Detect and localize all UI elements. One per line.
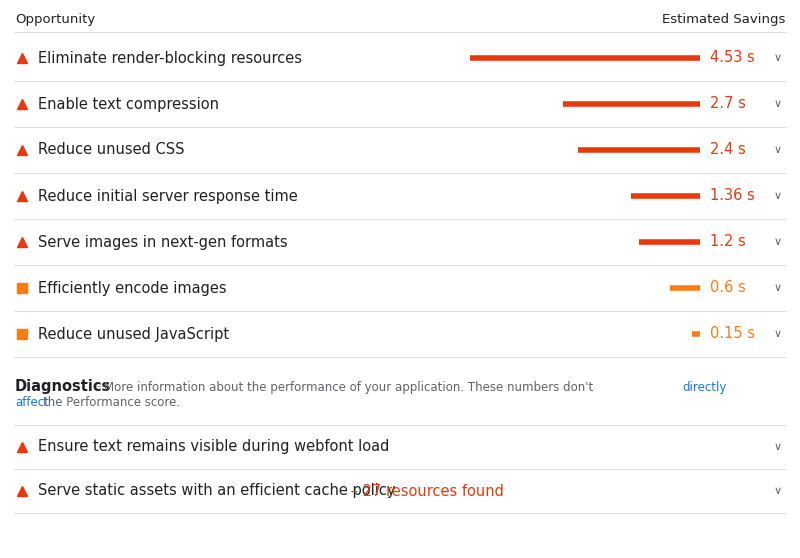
Text: 2.7 s: 2.7 s [710,97,746,112]
Text: affect: affect [15,397,49,410]
Text: ∨: ∨ [774,99,782,109]
Text: 1.36 s: 1.36 s [710,189,754,204]
Text: 1.2 s: 1.2 s [710,234,746,249]
Text: ∨: ∨ [774,283,782,293]
Text: Ensure text remains visible during webfont load: Ensure text remains visible during webfo… [38,440,390,455]
Text: 0.6 s: 0.6 s [710,281,746,296]
Text: 4.53 s: 4.53 s [710,51,754,65]
Text: Serve images in next-gen formats: Serve images in next-gen formats [38,234,288,249]
Text: Eliminate render-blocking resources: Eliminate render-blocking resources [38,51,302,65]
Text: ∨: ∨ [774,486,782,496]
Text: 0.15 s: 0.15 s [710,326,755,341]
Text: ∨: ∨ [774,237,782,247]
Text: Opportunity: Opportunity [15,13,95,26]
Text: ∨: ∨ [774,191,782,201]
Text: Diagnostics: Diagnostics [15,379,111,395]
Text: Reduce unused JavaScript: Reduce unused JavaScript [38,326,229,341]
Text: – 27 resources found: – 27 resources found [346,483,503,498]
Text: Enable text compression: Enable text compression [38,97,219,112]
Text: Estimated Savings: Estimated Savings [662,13,785,26]
Text: the Performance score.: the Performance score. [43,397,180,410]
Text: Serve static assets with an efficient cache policy: Serve static assets with an efficient ca… [38,483,395,498]
Text: Reduce initial server response time: Reduce initial server response time [38,189,298,204]
Text: ∨: ∨ [774,442,782,452]
Text: 2.4 s: 2.4 s [710,142,746,157]
Text: ∨: ∨ [774,53,782,63]
Text: More information about the performance of your application. These numbers don't: More information about the performance o… [104,381,594,393]
Text: directly: directly [682,381,726,393]
Text: ∨: ∨ [774,145,782,155]
Text: Reduce unused CSS: Reduce unused CSS [38,142,185,157]
Text: –: – [95,381,101,393]
Text: Efficiently encode images: Efficiently encode images [38,281,226,296]
Text: ∨: ∨ [774,329,782,339]
